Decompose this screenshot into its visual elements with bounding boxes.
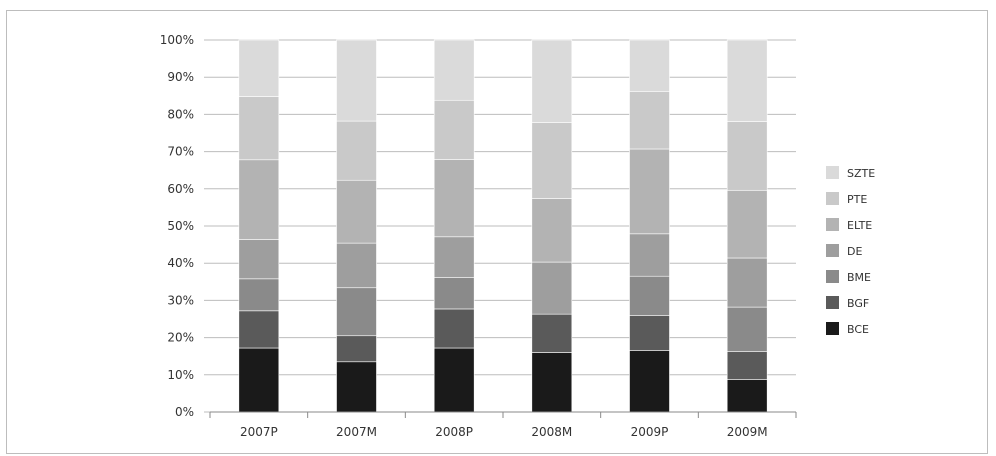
- bar-segment-de: [726, 257, 768, 308]
- bar-segment-bme: [433, 277, 475, 310]
- legend-swatch-bme: [826, 270, 839, 283]
- x-tick-label: 2009P: [631, 425, 669, 439]
- gridlines: [204, 39, 796, 413]
- legend-swatch-szte: [826, 166, 839, 179]
- legend-label-bme: BME: [847, 271, 871, 284]
- bar-segment-bce: [238, 347, 280, 413]
- y-tick-label: 40%: [167, 256, 194, 270]
- legend-label-szte: SZTE: [847, 167, 875, 180]
- bar-segment-szte: [336, 39, 377, 122]
- legend-label-bce: BCE: [847, 323, 869, 336]
- y-tick-label: 60%: [167, 182, 194, 196]
- bar-segment-de: [238, 239, 280, 280]
- bar-segment-bme: [629, 275, 670, 316]
- bar-segment-bgf: [629, 315, 670, 351]
- bar-segment-pte: [336, 120, 377, 181]
- bar-segment-bce: [726, 379, 768, 413]
- legend-label-pte: PTE: [847, 193, 867, 206]
- x-tick-label: 2008P: [435, 425, 473, 439]
- bar-segment-pte: [629, 91, 670, 150]
- legend-swatch-bgf: [826, 296, 839, 309]
- bar-segment-bgf: [336, 335, 377, 363]
- x-axis-ticks: 2007P 2007M 2008P 2008M 2009P 2009M: [209, 411, 797, 439]
- bar-segment-bgf: [433, 308, 475, 349]
- x-tick-label: 2007P: [240, 425, 278, 439]
- bar-segment-szte: [238, 39, 280, 97]
- bar-segment-bce: [629, 350, 670, 413]
- bar-segment-szte: [433, 39, 475, 101]
- bar-segment-de: [629, 233, 670, 277]
- y-tick-label: 50%: [167, 219, 194, 233]
- legend: SZTE PTE ELTE DE BME BGF BCE: [826, 166, 875, 336]
- bar-segment-bme: [336, 287, 377, 337]
- y-tick-label: 90%: [167, 70, 194, 84]
- chart-frame: [6, 10, 988, 454]
- bar-segment-de: [336, 242, 377, 289]
- bar-segment-bgf: [531, 313, 573, 353]
- y-tick-label: 30%: [167, 293, 194, 307]
- bar-segment-bce: [531, 352, 573, 413]
- y-tick-label: 100%: [160, 33, 194, 47]
- x-tick-label: 2007M: [336, 425, 377, 439]
- y-tick-label: 20%: [167, 331, 194, 345]
- bars: [238, 39, 768, 413]
- bar-segment-pte: [238, 96, 280, 161]
- y-axis-ticks: 0% 10% 20% 30% 40% 50% 60% 70% 80% 90% 100%: [160, 33, 194, 419]
- bar-segment-bce: [433, 347, 475, 413]
- y-tick-label: 0%: [175, 405, 194, 419]
- x-tick-label: 2008M: [531, 425, 572, 439]
- bar-segment-elte: [531, 198, 573, 263]
- bar-segment-elte: [336, 179, 377, 244]
- bar-segment-pte: [726, 121, 768, 191]
- bar-segment-de: [531, 261, 573, 315]
- bar-segment-szte: [531, 39, 573, 123]
- y-tick-label: 80%: [167, 107, 194, 121]
- legend-swatch-de: [826, 244, 839, 257]
- bar-segment-pte: [433, 99, 475, 160]
- bar-segment-szte: [629, 39, 670, 92]
- bar-segment-pte: [531, 122, 573, 199]
- legend-swatch-elte: [826, 218, 839, 231]
- legend-swatch-bce: [826, 322, 839, 335]
- legend-swatch-pte: [826, 192, 839, 205]
- bar-segment-szte: [726, 39, 768, 122]
- bar-segment-elte: [238, 159, 280, 240]
- x-tick-label: 2009M: [727, 425, 768, 439]
- bar-segment-bme: [238, 278, 280, 312]
- bar-segment-elte: [629, 148, 670, 235]
- bar-segment-bgf: [726, 351, 768, 380]
- bar-segment-elte: [726, 189, 768, 259]
- y-tick-label: 10%: [167, 368, 194, 382]
- bar-segment-bgf: [238, 310, 280, 349]
- legend-label-bgf: BGF: [847, 297, 869, 310]
- bar-segment-bme: [726, 306, 768, 352]
- legend-label-de: DE: [847, 245, 862, 258]
- legend-label-elte: ELTE: [847, 219, 872, 232]
- bar-segment-elte: [433, 159, 475, 238]
- bar-segment-bce: [336, 361, 377, 413]
- bar-segment-de: [433, 236, 475, 278]
- y-tick-label: 70%: [167, 145, 194, 159]
